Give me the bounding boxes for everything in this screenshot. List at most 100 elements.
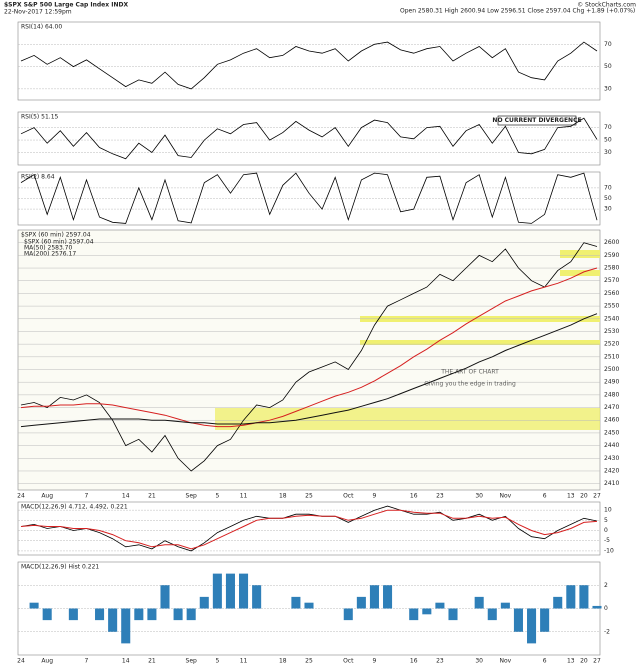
bar (199, 596, 209, 609)
y-tick-label: 2580 (604, 265, 619, 272)
quote: Open 2580.31 High 2600.94 Low 2596.51 Cl… (400, 8, 635, 15)
series-line (20, 509, 598, 550)
panel-title: RSI(2) 8.64 (21, 174, 55, 181)
bar (540, 608, 550, 632)
panel-title: MACD(12,26,9) 4.712, 4.492, 0.221 (21, 504, 128, 511)
x-tick-label: 27 (593, 658, 601, 665)
x-tick-label: 6 (543, 658, 547, 665)
series-line (20, 267, 598, 428)
y-tick-label: 2440 (604, 442, 619, 449)
x-tick-label: 5 (215, 658, 219, 665)
x-tick-label: 9 (373, 493, 377, 500)
bar (579, 585, 589, 609)
x-tick-label: 14 (122, 658, 130, 665)
bar (239, 573, 249, 609)
x-tick-label: 16 (410, 658, 418, 665)
y-tick-label: 0 (604, 605, 608, 612)
y-tick-label: 2430 (604, 455, 619, 462)
x-tick-label: 11 (240, 493, 248, 500)
x-tick-label: 21 (148, 658, 156, 665)
bar (212, 573, 222, 609)
y-tick-label: 2520 (604, 341, 619, 348)
bar (500, 602, 510, 609)
zone (560, 270, 600, 276)
bar (68, 608, 78, 621)
x-tick-label: 25 (305, 493, 313, 500)
x-tick-label: 25 (305, 658, 313, 665)
x-tick-label: 24 (17, 658, 25, 665)
y-tick-label: 2500 (604, 366, 619, 373)
series-line (20, 242, 598, 472)
x-tick-label: 7 (85, 658, 89, 665)
x-tick-label: 20 (580, 493, 588, 500)
y-tick-label: 10 (604, 507, 612, 514)
panel (17, 501, 601, 556)
y-tick-label: 5 (604, 517, 608, 524)
bar (160, 585, 170, 609)
y-tick-label: 2590 (604, 252, 619, 259)
y-tick-label: 30 (604, 206, 612, 213)
legend-entry: MA(200) 2576.17 (24, 251, 76, 258)
symbol: $SPX S&P 500 Large Cap Index INDX (4, 2, 128, 9)
annotation: NO CURRENT DIVERGENCE (492, 117, 581, 124)
bar (42, 608, 52, 621)
y-tick-label: 30 (604, 85, 612, 92)
y-tick-label: 2480 (604, 391, 619, 398)
series-line (20, 313, 598, 428)
bar (147, 608, 157, 621)
zone (360, 340, 600, 345)
bar (343, 608, 353, 621)
watermark: THE ART OF CHART (440, 369, 499, 376)
bar (527, 608, 537, 644)
y-tick-label: 2 (604, 582, 608, 589)
bar (225, 573, 235, 609)
bar (108, 608, 118, 632)
x-tick-label: 21 (148, 493, 156, 500)
series-line (20, 41, 598, 90)
y-tick-label: 30 (604, 149, 612, 156)
x-tick-label: Oct (343, 493, 354, 500)
bar (553, 596, 563, 609)
x-tick-label: 23 (436, 493, 444, 500)
bar (474, 596, 484, 609)
x-tick-label: Aug (41, 658, 53, 665)
panel (17, 21, 601, 101)
x-tick-label: Sep (186, 493, 198, 500)
zone (560, 250, 600, 258)
y-tick-label: 2420 (604, 467, 619, 474)
x-tick-label: Sep (186, 658, 198, 665)
y-tick-label: 2550 (604, 303, 619, 310)
panel-title: $SPX (60 min) 2597.04 (21, 232, 91, 239)
x-tick-label: 20 (580, 658, 588, 665)
y-tick-label: 2410 (604, 480, 619, 487)
series-line (20, 117, 598, 160)
y-tick-label: 70 (604, 184, 612, 191)
bar (121, 608, 131, 644)
y-tick-label: 0 (604, 527, 608, 534)
bar (566, 585, 576, 609)
bar (186, 608, 196, 621)
bar (356, 596, 366, 609)
bar (422, 608, 432, 615)
panel-title: RSI(5) 51.15 (21, 114, 59, 121)
bar (291, 596, 301, 609)
bar (435, 602, 445, 609)
x-tick-label: 24 (17, 493, 25, 500)
x-tick-label: 18 (279, 493, 287, 500)
legend-entry: $SPX (60 min) 2597.04 (24, 239, 94, 246)
date: 22-Nov-2017 12:59pm (4, 9, 72, 16)
legend-entry: MA(50) 2583.70 (24, 245, 72, 252)
bar (252, 585, 262, 609)
annotation-box (497, 115, 577, 126)
y-tick-label: 2530 (604, 328, 619, 335)
y-tick-label: 2570 (604, 277, 619, 284)
x-tick-label: 13 (567, 658, 575, 665)
bar (592, 605, 602, 609)
bar (513, 608, 523, 632)
x-tick-label: Nov (500, 658, 512, 665)
x-tick-label: 14 (122, 493, 130, 500)
panel (17, 229, 601, 491)
x-tick-label: 13 (567, 493, 575, 500)
credit: © StockCharts.com (577, 2, 636, 9)
y-tick-label: 2470 (604, 404, 619, 411)
